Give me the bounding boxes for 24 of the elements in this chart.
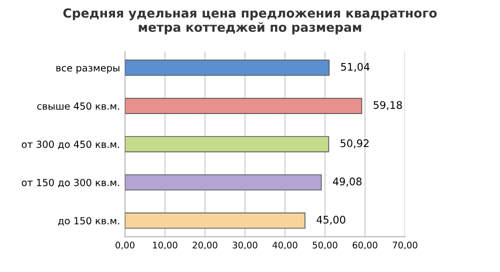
bar xyxy=(125,212,306,229)
chart-title: Средняя удельная цена предложения квадратного метра коттеджей по размерам xyxy=(63,8,437,34)
x-tick-label: 10,00 xyxy=(153,242,178,250)
data-label: 49,08 xyxy=(332,178,362,186)
x-tick-label: 50,00 xyxy=(312,242,338,250)
data-label: 51,04 xyxy=(341,62,370,72)
bar xyxy=(125,136,330,152)
bar xyxy=(125,174,322,190)
data-label: 45,00 xyxy=(316,216,346,225)
x-tick-label: 0,00 xyxy=(116,242,134,250)
x-tick-label: 30,00 xyxy=(232,242,258,250)
x-tick-label: 60,00 xyxy=(352,242,378,250)
bar xyxy=(125,60,330,76)
bar xyxy=(125,98,362,114)
y-tick-label: свыше 450 кв.м. xyxy=(37,102,120,110)
x-tick-label: 40,00 xyxy=(272,242,298,250)
y-tick-label: от 300 до 450 кв.м. xyxy=(22,140,120,150)
data-label: 59,18 xyxy=(374,101,402,110)
x-tick-label: 20,00 xyxy=(192,242,218,250)
y-tick-label: до 150 кв.м. xyxy=(58,217,120,226)
x-tick-label: 70,00 xyxy=(392,242,418,250)
data-label: 50,92 xyxy=(340,139,369,148)
y-tick-label: все размеры xyxy=(56,66,120,74)
y-tick-label: от 150 до 300 кв.м. xyxy=(22,178,120,188)
